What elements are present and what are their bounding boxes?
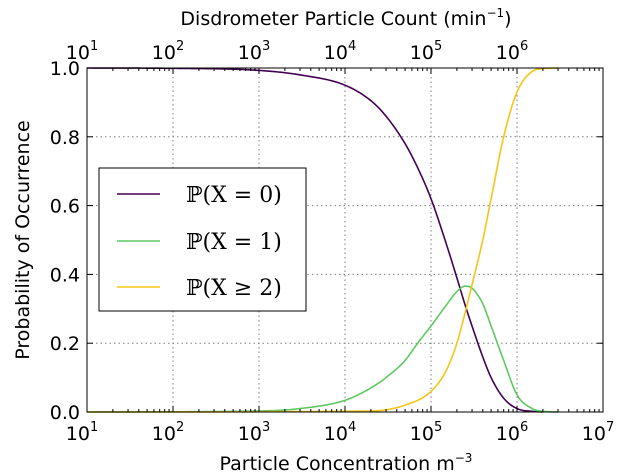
- x-tick-label-bottom: 107: [582, 420, 614, 445]
- x-tick-label-top: 106: [496, 39, 528, 64]
- ticks-layer: 101 102 103 104 105 106 107 101 102 103 104 105 106 0…: [50, 39, 614, 445]
- x-tick-label-top: 104: [324, 39, 356, 64]
- x-tick-label-top: 101: [66, 39, 98, 64]
- y-tick-label: 1.0: [50, 58, 80, 80]
- legend-label-p-x-ge-2: ℙ(X ≥ 2): [186, 276, 282, 301]
- x-axis-label-bottom: Particle Concentration m−3: [220, 451, 473, 475]
- x-tick-label-bottom: 101: [66, 420, 98, 445]
- legend-label-p-x-eq-1: ℙ(X = 1): [186, 230, 282, 255]
- x-tick-label-bottom: 104: [324, 420, 356, 445]
- y-tick-label: 0.4: [50, 264, 80, 286]
- x-tick-label-bottom: 105: [410, 420, 442, 445]
- x-tick-label-top: 102: [152, 39, 184, 64]
- x-tick-label-top: 103: [238, 39, 270, 64]
- y-tick-label: 0.6: [50, 196, 80, 218]
- y-tick-label: 0.2: [50, 333, 80, 355]
- y-tick-label: 0.0: [50, 402, 80, 424]
- y-axis-label: Probability of Occurrence: [12, 120, 34, 359]
- x-tick-label-bottom: 106: [496, 420, 528, 445]
- x-tick-label-bottom: 103: [238, 420, 270, 445]
- x-axis-label-top: Disdrometer Particle Count (min−1): [180, 6, 511, 30]
- x-tick-label-bottom: 102: [152, 420, 184, 445]
- legend-label-p-x-eq-0: ℙ(X = 0): [186, 183, 282, 208]
- y-tick-label: 0.8: [50, 127, 80, 149]
- legend: ℙ(X = 0) ℙ(X = 1) ℙ(X ≥ 2): [98, 167, 307, 312]
- x-tick-label-top: 105: [410, 39, 442, 64]
